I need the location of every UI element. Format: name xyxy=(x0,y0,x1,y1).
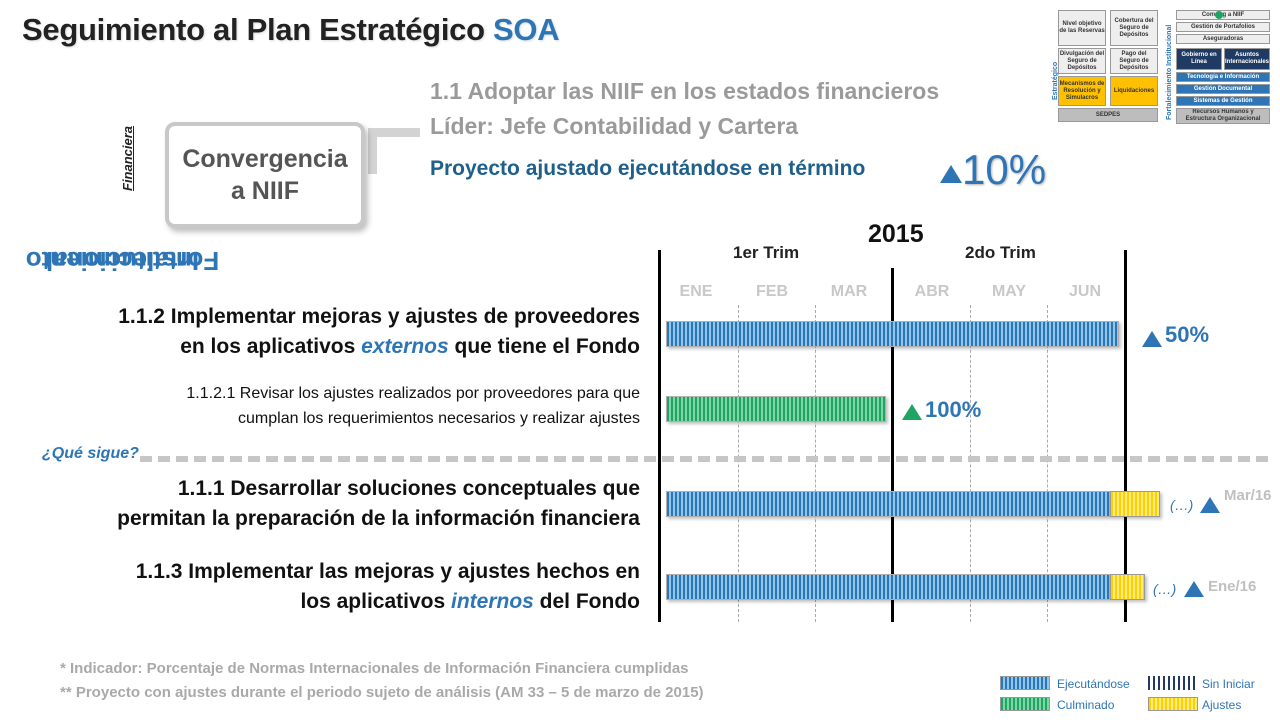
project-box-text: Convergencia a NIIF xyxy=(182,143,347,207)
task-1-1-3-line2: los aplicativos internos del Fondo xyxy=(136,587,640,617)
month-grid-line xyxy=(970,305,971,622)
month-label: ENE xyxy=(679,283,713,300)
timeline-year: 2015 xyxy=(868,220,924,248)
task-1-1-3-line1: 1.1.3 Implementar las mejoras y ajustes … xyxy=(135,560,640,583)
title-accent: SOA xyxy=(493,12,560,47)
month-label: MAR xyxy=(830,283,868,300)
gantt-bar-executing[interactable] xyxy=(666,491,1110,517)
gantt-bar-adjustments[interactable] xyxy=(1110,574,1145,600)
mini-cell: Pago del Seguro de Depósitos xyxy=(1110,48,1158,74)
task-1-1-2-1-line1: 1.1.2.1 Revisar los ajustes realizados p… xyxy=(186,385,640,402)
task-1-1-1-date: Mar/16 xyxy=(1224,487,1272,504)
task-emphasis: internos xyxy=(451,590,534,613)
month-grid-line xyxy=(1047,305,1048,622)
mini-cell: Gobierno en Línea xyxy=(1176,48,1222,70)
project-box-line1: Convergencia xyxy=(182,145,348,173)
task-1-1-3-date: Ene/16 xyxy=(1208,578,1257,595)
next-steps-label: ¿Qué sigue? xyxy=(42,445,139,462)
task-text: en los aplicativos xyxy=(180,335,362,358)
mini-right-label: Fortalecimiento Institucional xyxy=(1166,24,1173,120)
mini-cell: Converg a NIIF xyxy=(1176,10,1270,20)
mini-cell: Gestión Documental xyxy=(1176,84,1270,94)
task-text: los aplicativos xyxy=(300,590,451,613)
timeline-end-line xyxy=(1124,250,1127,622)
vertical-axis-title: Fortalecimiento Institucional xyxy=(20,70,220,280)
task-1-1-2-line2: en los aplicativos externos que tiene el… xyxy=(118,332,640,362)
up-triangle-icon xyxy=(902,404,922,420)
legend-swatch-executing xyxy=(1000,676,1050,690)
mini-cell: Mecanismos de Resolución y Simulacros xyxy=(1058,76,1106,106)
month-label: ABR xyxy=(914,283,950,300)
month-label: MAY xyxy=(991,283,1027,300)
project-progress: 10% xyxy=(962,146,1047,193)
trimester-label: 1er Trim xyxy=(733,243,800,262)
up-triangle-icon xyxy=(1184,581,1204,597)
legend-adjustments: Ajustes xyxy=(1202,698,1242,712)
mini-cell: Tecnología e Información xyxy=(1176,72,1270,82)
task-1-1-1-ellipsis: (…) xyxy=(1170,497,1194,513)
legend-not-started: Sin Iniciar xyxy=(1202,677,1255,691)
task-1-1-3-ellipsis: (…) xyxy=(1153,581,1177,597)
timeline-start-line xyxy=(658,250,661,622)
page-title: Seguimiento al Plan Estratégico SOA xyxy=(22,12,560,48)
legend-swatch-adjustments xyxy=(1148,697,1198,711)
section-divider xyxy=(140,456,1268,462)
vertical-title-line2: Institucional xyxy=(45,246,200,276)
legend-swatch-not-started xyxy=(1148,676,1198,690)
strategy-mini-map: Estratégico Nivel objetivo de las Reserv… xyxy=(1052,8,1270,126)
month-label: JUN xyxy=(1068,283,1101,300)
mini-cell: Asuntos Internacionales xyxy=(1224,48,1270,70)
task-1-1-1-line2: permitan la preparación de la informació… xyxy=(117,507,640,530)
trimester-label: 2do Trim xyxy=(965,243,1036,262)
mini-cell: Sistemas de Gestión xyxy=(1176,96,1270,106)
legend-swatch-completed xyxy=(1000,697,1050,711)
project-box[interactable]: Convergencia a NIIF xyxy=(165,122,365,228)
month-grid-line xyxy=(738,305,739,622)
task-text: que tiene el Fondo xyxy=(448,335,640,358)
month-grid-line xyxy=(815,305,816,622)
footnote-adjustments: ** Proyecto con ajustes durante el perio… xyxy=(60,684,704,701)
task-1-1-2-title: 1.1.2 Implementar mejoras y ajustes de p… xyxy=(118,302,640,362)
legend-completed: Culminado xyxy=(1057,698,1115,712)
connector-line xyxy=(368,128,420,174)
project-goal: 1.1 Adoptar las NIIF en los estados fina… xyxy=(430,78,940,104)
task-1-1-2-progress: 50% xyxy=(1165,322,1210,347)
mini-cell: Recursos Humanos y Estructura Organizaci… xyxy=(1176,108,1270,124)
mini-cell: Cobertura del Seguro de Depósitos xyxy=(1110,10,1158,46)
gantt-bar-adjustments[interactable] xyxy=(1110,491,1160,517)
mini-cell: Divulgación del Seguro de Depósitos xyxy=(1058,48,1106,74)
project-leader: Líder: Jefe Contabilidad y Cartera xyxy=(430,113,799,139)
current-position-dot-icon xyxy=(1215,11,1223,19)
project-status: Proyecto ajustado ejecutándose en términ… xyxy=(430,157,866,180)
up-triangle-icon xyxy=(940,165,962,183)
task-emphasis: externos xyxy=(361,335,449,358)
up-triangle-icon xyxy=(1200,497,1220,513)
project-box-line2: a NIIF xyxy=(230,177,300,205)
gantt-bar-executing[interactable] xyxy=(666,574,1110,600)
gantt-bar-executing[interactable] xyxy=(666,321,1119,347)
mini-cell: Nivel objetivo de las Reservas xyxy=(1058,10,1106,46)
task-1-1-2-1-title: 1.1.2.1 Revisar los ajustes realizados p… xyxy=(186,381,640,431)
mini-cell: Gestión de Portafolios xyxy=(1176,22,1270,32)
vertical-title-text: Fortalecimiento Institucional xyxy=(20,70,220,276)
trimester-divider-line xyxy=(891,268,894,622)
task-1-1-1-title: 1.1.1 Desarrollar soluciones conceptuale… xyxy=(117,474,640,534)
task-1-1-3-title: 1.1.3 Implementar las mejoras y ajustes … xyxy=(136,557,640,617)
footnote-indicator: * Indicador: Porcentaje de Normas Intern… xyxy=(60,660,689,677)
mini-cell: Aseguradoras xyxy=(1176,34,1270,44)
task-text: del Fondo xyxy=(533,590,640,613)
task-1-1-2-1-progress: 100% xyxy=(925,397,982,422)
task-1-1-2-1-line2: cumplan los requerimientos necesarios y … xyxy=(238,410,640,427)
legend-executing: Ejecutándose xyxy=(1057,677,1130,691)
task-1-1-1-line1: 1.1.1 Desarrollar soluciones conceptuale… xyxy=(177,477,640,500)
title-main: Seguimiento al Plan Estratégico xyxy=(22,12,485,47)
category-label: Financiera xyxy=(120,125,140,195)
month-label: FEB xyxy=(756,283,788,300)
up-triangle-icon xyxy=(1142,331,1162,347)
mini-cell: SEDPES xyxy=(1058,108,1158,122)
gantt-bar-completed[interactable] xyxy=(666,396,886,422)
category-text: Financiera xyxy=(120,125,135,191)
task-1-1-2-line1: 1.1.2 Implementar mejoras y ajustes de p… xyxy=(118,305,640,328)
mini-cell: Liquidaciones xyxy=(1110,76,1158,106)
